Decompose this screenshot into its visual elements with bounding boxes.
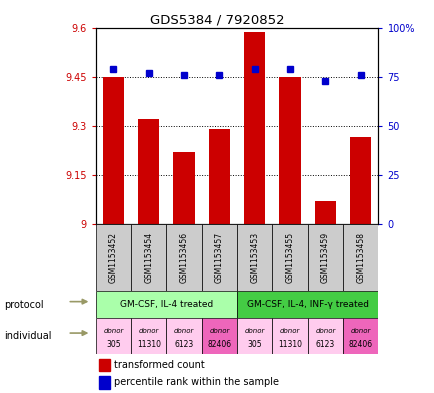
Text: 11310: 11310 [136, 340, 160, 349]
Text: GSM1153457: GSM1153457 [214, 232, 224, 283]
Bar [166, 318, 201, 354]
Text: protocol: protocol [4, 299, 44, 310]
Text: GSM1153452: GSM1153452 [108, 232, 118, 283]
Bar [243, 32, 265, 224]
Bar [208, 129, 230, 224]
Bar [95, 224, 131, 291]
Text: GSM1153454: GSM1153454 [144, 232, 153, 283]
Text: transformed count: transformed count [114, 360, 204, 370]
Text: GM-CSF, IL-4 treated: GM-CSF, IL-4 treated [119, 300, 213, 309]
Bar [342, 318, 378, 354]
Text: 305: 305 [247, 340, 261, 349]
Bar [237, 291, 378, 318]
Bar [314, 201, 335, 224]
Text: donor: donor [279, 328, 299, 334]
Text: donor: donor [103, 328, 123, 334]
Text: donor: donor [350, 328, 370, 334]
Text: donor: donor [315, 328, 335, 334]
Text: GSM1153456: GSM1153456 [179, 232, 188, 283]
Bar [166, 224, 201, 291]
Bar [237, 224, 272, 291]
Text: GSM1153458: GSM1153458 [355, 232, 365, 283]
Bar [173, 152, 194, 224]
Bar [95, 318, 131, 354]
Bar [279, 77, 300, 224]
Text: percentile rank within the sample: percentile rank within the sample [114, 377, 279, 387]
Bar [272, 318, 307, 354]
Text: 6123: 6123 [315, 340, 334, 349]
Bar [237, 318, 272, 354]
Bar [201, 318, 237, 354]
Bar [342, 224, 378, 291]
Text: 6123: 6123 [174, 340, 193, 349]
Text: 82406: 82406 [207, 340, 231, 349]
Text: GSM1153455: GSM1153455 [285, 232, 294, 283]
Text: 305: 305 [106, 340, 120, 349]
Text: GSM1153459: GSM1153459 [320, 232, 329, 283]
Bar [98, 376, 109, 389]
Text: donor: donor [174, 328, 194, 334]
Bar [272, 224, 307, 291]
Bar [138, 119, 159, 224]
Bar [307, 224, 342, 291]
Text: 11310: 11310 [277, 340, 301, 349]
Bar [349, 137, 371, 224]
Bar [102, 77, 124, 224]
Text: 82406: 82406 [348, 340, 372, 349]
Text: GDS5384 / 7920852: GDS5384 / 7920852 [150, 14, 284, 27]
Bar [95, 291, 237, 318]
Text: GM-CSF, IL-4, INF-γ treated: GM-CSF, IL-4, INF-γ treated [246, 300, 368, 309]
Text: donor: donor [244, 328, 264, 334]
Text: individual: individual [4, 331, 52, 341]
Text: GSM1153453: GSM1153453 [250, 232, 259, 283]
Bar [131, 318, 166, 354]
Text: donor: donor [138, 328, 158, 334]
Bar [201, 224, 237, 291]
Text: donor: donor [209, 328, 229, 334]
Bar [307, 318, 342, 354]
Bar [131, 224, 166, 291]
Bar [98, 359, 109, 371]
